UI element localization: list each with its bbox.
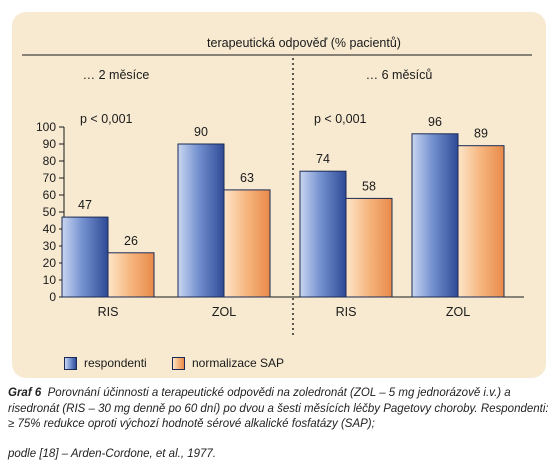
data-label: 74 (316, 152, 330, 166)
legend-swatch-blue (64, 356, 77, 370)
legend-item-respondenti: respondenti (64, 356, 147, 370)
data-label: 58 (362, 179, 376, 193)
legend-item-normalizace: normalizace SAP (172, 356, 284, 370)
y-tick-label: 50 (43, 205, 57, 219)
y-tick-label: 0 (49, 290, 56, 304)
data-label: 90 (194, 125, 208, 139)
legend-swatch-orange (172, 356, 185, 370)
y-tick-label: 60 (43, 188, 57, 202)
panel-title: … 2 měsíce (83, 68, 150, 82)
chart-header: terapeutická odpověď (% pacientů) (207, 36, 401, 50)
bar (411, 133, 459, 298)
y-tick-label: 90 (43, 137, 57, 151)
caption-source: podle [18] – Arden-Cordone, et al., 1977… (8, 448, 216, 460)
y-tick-label: 70 (43, 171, 57, 185)
category-label: ZOL (446, 305, 470, 319)
legend-label-respondenti: respondenti (84, 356, 147, 370)
p-value-annotation: p < 0,001 (314, 112, 367, 126)
caption-text: Porovnání účinnosti a terapeutické odpov… (8, 387, 549, 430)
bar (107, 252, 155, 298)
y-tick-label: 80 (43, 154, 57, 168)
data-label: 96 (428, 115, 442, 129)
chart-panel: terapeutická odpověď (% pacientů) 0 10 20 30… (12, 12, 546, 378)
y-tick-label: 10 (43, 273, 57, 287)
bar (299, 170, 347, 298)
bar (457, 145, 505, 298)
p-value-annotation: p < 0,001 (80, 112, 133, 126)
panel-title: … 6 měsíců (366, 68, 433, 82)
legend-label-normalizace: normalizace SAP (192, 356, 285, 370)
data-label: 26 (124, 234, 138, 248)
caption-label: Graf 6 (8, 387, 42, 399)
y-tick-label: 20 (43, 256, 57, 270)
data-label: 47 (78, 198, 92, 212)
bar (61, 216, 109, 298)
category-label: RIS (336, 305, 357, 319)
category-label: RIS (98, 305, 119, 319)
figure-caption: Graf 6 Porovnání účinnosti a terapeutick… (8, 386, 553, 433)
data-label: 89 (474, 127, 488, 141)
y-tick-label: 100 (36, 120, 56, 134)
bar-chart: terapeutická odpověď (% pacientů) 0 10 20 30… (22, 36, 532, 337)
y-tick-label: 30 (43, 239, 57, 253)
data-label: 63 (240, 171, 254, 185)
category-label: ZOL (212, 305, 236, 319)
bar (223, 189, 271, 298)
bar (345, 197, 393, 298)
y-tick-label: 40 (43, 222, 57, 236)
bar (177, 143, 225, 298)
